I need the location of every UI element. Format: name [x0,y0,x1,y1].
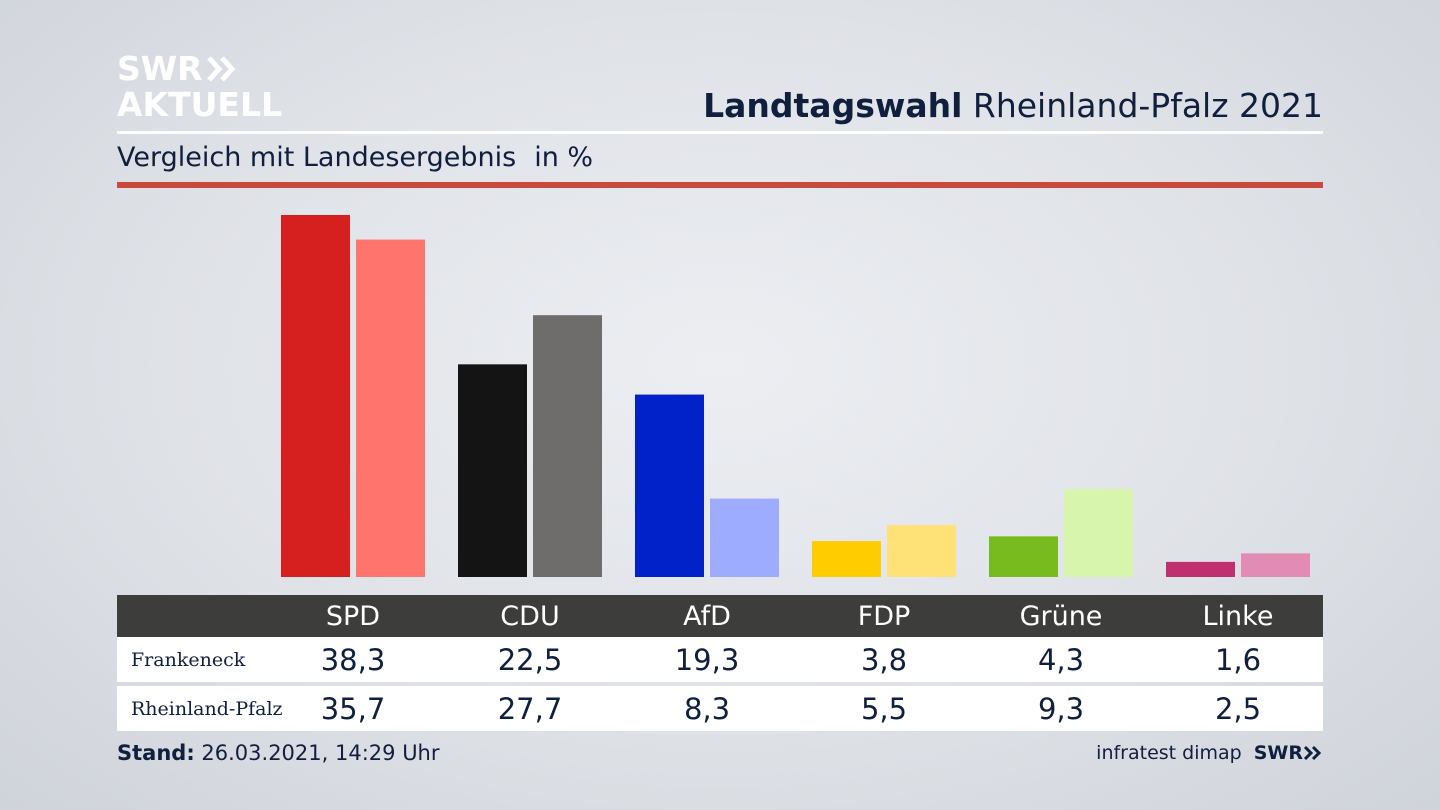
subtitle-text: Vergleich mit Landesergebnis [117,142,517,173]
swr-aktuell-logo: SWR AKTUELL [117,52,282,121]
bar-spd-rheinland-pfalz [356,239,425,578]
swr-brand: SWR [1254,742,1323,764]
bar-chart [281,215,1310,578]
column-header: SPD [325,600,381,632]
bar-linke-rheinland-pfalz [1241,553,1310,577]
double-chevron-icon [1303,745,1322,761]
swr-brand-text: SWR [1253,742,1303,764]
bar-afd-rheinland-pfalz [710,498,779,577]
source-text: infratest dimap [1096,742,1242,764]
column-header: Linke [1202,600,1274,632]
value-cell: 9,3 [1037,691,1085,726]
source-credit: infratest dimap SWR [1096,742,1323,764]
page-title: Landtagswahl Rheinland-Pfalz 2021 [703,86,1323,125]
value-cell: 22,5 [497,642,563,677]
value-cell: 27,7 [497,691,563,726]
logo-line2: AKTUELL [117,85,283,124]
value-cell: 5,5 [860,691,908,726]
title-bold: Landtagswahl [703,86,963,125]
value-cell: 2,5 [1214,691,1262,726]
logo-line1: SWR [117,49,203,88]
stand-value: 26.03.2021, 14:29 Uhr [201,741,440,765]
results-table: SPD CDU AfD FDP Grüne Linke Frankeneck 38,3 22… [117,595,1323,731]
row-label: Rheinland-Pfalz [131,697,283,720]
value-cell: 19,3 [674,642,740,677]
title-rest: Rheinland-Pfalz 2021 [972,86,1323,125]
bar-fdp-frankeneck [812,541,881,577]
accent-divider [117,182,1323,188]
column-header: Grüne [1019,600,1103,632]
value-cell: 4,3 [1037,642,1085,677]
table-header: SPD CDU AfD FDP Grüne Linke [117,595,1323,637]
table-row: Frankeneck 38,3 22,5 19,3 3,8 4,3 1,6 [117,637,1323,682]
value-cell: 35,7 [320,691,386,726]
double-chevron-icon [206,55,235,82]
bar-cdu-frankeneck [458,364,527,577]
value-cell: 38,3 [320,642,386,677]
value-cell: 3,8 [860,642,908,677]
value-cell: 8,3 [683,691,731,726]
chart-subtitle: Vergleich mit Landesergebnis in % [117,142,593,173]
subtitle-unit: in % [534,142,594,173]
bar-grne-frankeneck [989,536,1058,577]
column-header: AfD [683,600,731,632]
bar-cdu-rheinland-pfalz [533,315,602,577]
bar-linke-frankeneck [1166,561,1235,577]
stand-label: Stand: [117,741,195,765]
header-divider [117,131,1323,134]
bar-afd-frankeneck [635,394,704,577]
column-header: FDP [857,600,911,632]
table-row: Rheinland-Pfalz 35,7 27,7 8,3 5,5 9,3 2,5 [117,686,1323,731]
row-label: Frankeneck [131,648,246,671]
value-cell: 1,6 [1214,642,1262,677]
column-header: CDU [500,600,560,632]
timestamp: Stand: 26.03.2021, 14:29 Uhr [117,741,440,765]
bar-fdp-rheinland-pfalz [887,525,956,577]
bar-grne-rheinland-pfalz [1064,489,1133,577]
bar-spd-frankeneck [281,215,350,577]
